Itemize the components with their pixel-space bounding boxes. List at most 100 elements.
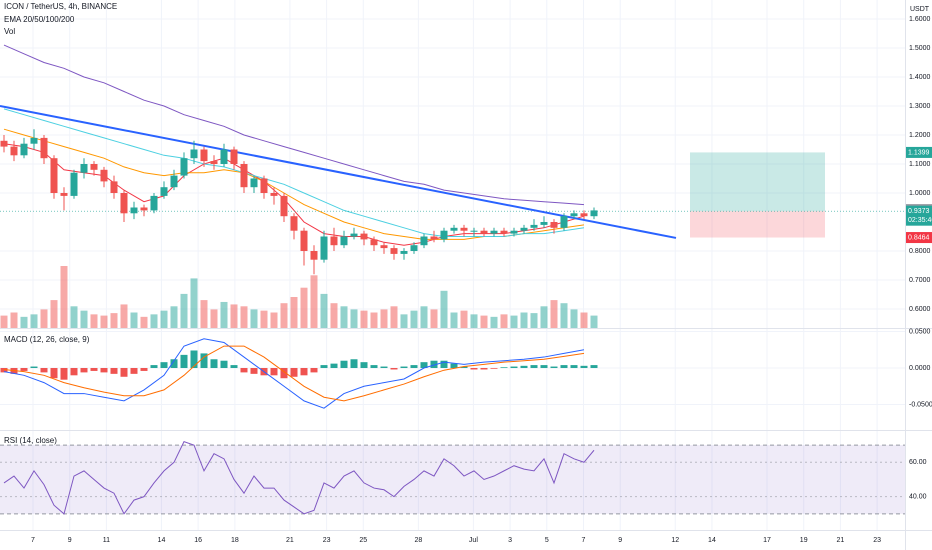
y-tick-label: 1.2000	[909, 132, 931, 139]
candle-body	[500, 230, 508, 234]
volume-bar	[500, 314, 508, 328]
macd-title: MACD (12, 26, close, 9)	[4, 335, 90, 344]
candle-body	[350, 233, 358, 237]
symbol-title: ICON / TetherUS, 4h, BINANCE	[4, 2, 117, 11]
volume-bar	[180, 293, 188, 328]
y-tick-label: 1.4000	[909, 74, 931, 81]
candle-body	[300, 230, 308, 252]
macd-line	[3, 338, 585, 409]
x-tick-label: 21	[286, 537, 294, 544]
candle-body	[580, 213, 588, 217]
macd-histogram-bar	[470, 368, 478, 370]
volume-bar	[590, 315, 598, 328]
x-tick-label: 17	[763, 537, 771, 544]
x-tick-label: 12	[671, 537, 679, 544]
grid	[0, 0, 905, 530]
macd-histogram-bar	[580, 365, 588, 369]
volume-bar	[440, 290, 448, 328]
macd-histogram-bar	[460, 366, 468, 369]
candle-body	[250, 178, 258, 188]
volume-bar	[540, 306, 548, 328]
macd-histogram-bar	[590, 365, 598, 369]
volume-bar	[40, 309, 48, 328]
candle-body	[210, 161, 218, 164]
macd-histogram-bar	[110, 368, 118, 374]
macd-histogram-bar	[120, 368, 128, 377]
volume-bar	[290, 297, 298, 328]
volume-bar	[150, 314, 158, 328]
volume-bar	[160, 310, 168, 328]
candle-body	[270, 193, 278, 196]
x-tick-label: 19	[800, 537, 808, 544]
candle-body	[40, 137, 48, 159]
x-tick-label: 3	[508, 537, 512, 544]
volume-bar	[130, 312, 138, 328]
x-tick-label: 14	[708, 537, 716, 544]
candle-body	[100, 169, 108, 182]
macd-histogram-bar	[310, 368, 318, 373]
macd-histogram-bar	[50, 368, 58, 379]
take-profit-label: 1.1399	[908, 149, 930, 156]
y-tick-label: 60.00	[909, 459, 927, 466]
macd-histogram-bar	[40, 368, 48, 373]
macd-histogram-bar	[30, 366, 38, 369]
macd-histogram-bar	[500, 367, 508, 369]
y-tick-label: 1.5000	[909, 45, 931, 52]
candle-body	[280, 195, 288, 217]
volume-bar	[140, 316, 148, 328]
candle-body	[150, 195, 158, 211]
candle-body	[360, 233, 368, 240]
macd-histogram-bar	[150, 365, 158, 369]
macd-histogram-bar	[450, 363, 458, 369]
volume-bar	[110, 313, 118, 328]
volume-bar	[240, 306, 248, 328]
x-tick-label: 7	[31, 537, 35, 544]
candle-body	[380, 245, 388, 249]
x-tick-label: 5	[545, 537, 549, 544]
volume-bar	[300, 287, 308, 328]
macd-histogram-bar	[100, 368, 108, 373]
candle-body	[310, 251, 318, 260]
x-tick-label: 16	[194, 537, 202, 544]
candle-body	[30, 137, 38, 144]
candle-body	[370, 239, 378, 246]
volume-label: Vol	[4, 27, 15, 36]
candle-body	[390, 248, 398, 254]
candle-body	[10, 146, 18, 156]
take-profit-label-bg	[906, 146, 932, 158]
ema-line	[3, 108, 585, 238]
volume-bar	[530, 313, 538, 328]
candle-body	[0, 140, 8, 147]
volume-bar	[10, 312, 18, 328]
x-tick-label: 25	[359, 537, 367, 544]
macd-histogram-bar	[20, 368, 28, 371]
macd-histogram-bar	[160, 362, 168, 369]
y-tick-label: 1.1000	[909, 161, 931, 168]
candle-body	[330, 236, 338, 246]
ema-line	[3, 44, 585, 206]
macd-histogram-bar	[360, 362, 368, 369]
macd-histogram-bar	[430, 360, 438, 369]
x-tick-label: 18	[231, 537, 239, 544]
volume-bar	[360, 310, 368, 328]
macd-histogram-bar	[270, 368, 278, 376]
candle-body	[410, 245, 418, 252]
volume-bar	[580, 312, 588, 328]
macd-histogram-bar	[290, 368, 298, 377]
candle-body	[80, 164, 88, 173]
macd-histogram-bar	[230, 365, 238, 369]
x-tick-label: 14	[158, 537, 166, 544]
loss-zone	[690, 211, 825, 238]
candle-body	[110, 181, 118, 194]
current-price-label: 0.9373	[908, 208, 930, 215]
volume-bar	[70, 306, 78, 328]
x-tick-label: 11	[103, 537, 110, 544]
macd-histogram-bar	[300, 368, 308, 376]
macd-histogram-bar	[180, 354, 188, 369]
volume-bar	[370, 312, 378, 328]
volume-bar	[220, 301, 228, 328]
candle-body	[520, 227, 528, 231]
candle-body	[530, 224, 538, 228]
axes: 7 9 11 14 16 18 21 23 25 28 Jul 3 5 7 9 12 14 17 19 21 23 0.6…	[31, 16, 932, 544]
